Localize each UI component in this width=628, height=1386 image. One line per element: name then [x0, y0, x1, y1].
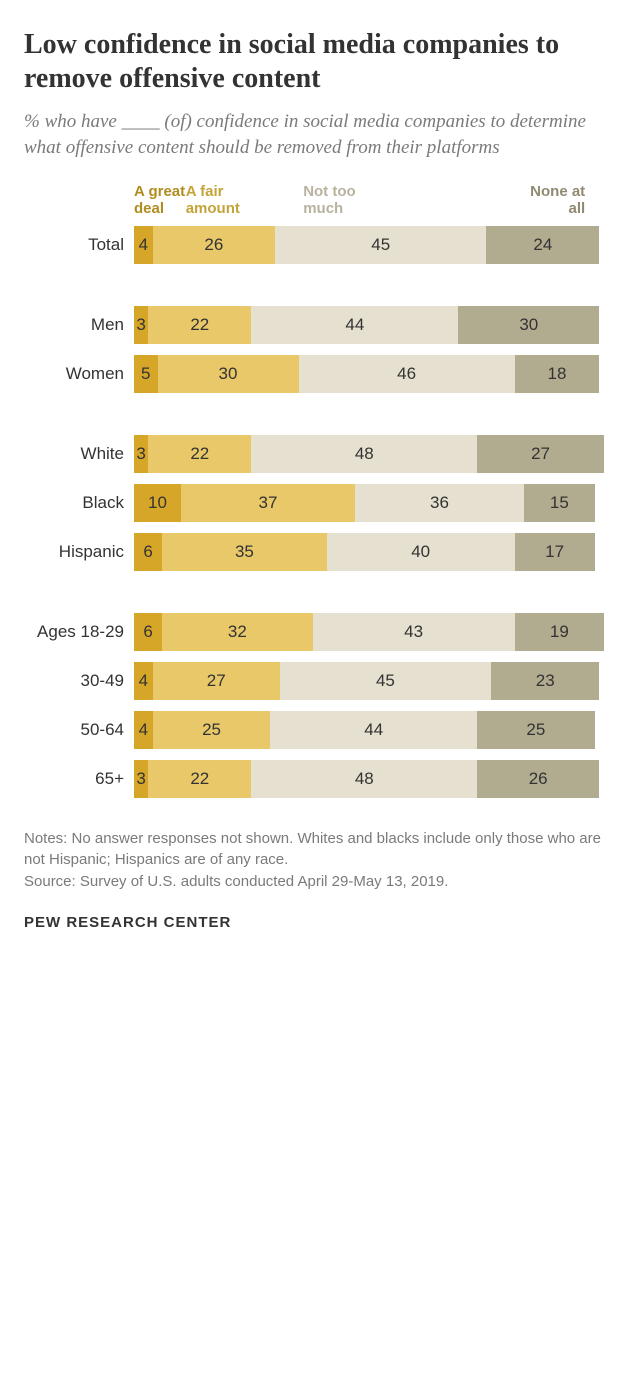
- bar-segment: 22: [148, 306, 251, 344]
- chart-notes: Notes: No answer responses not shown. Wh…: [24, 829, 604, 870]
- stacked-bar: 5304618: [134, 355, 604, 393]
- stacked-bar: 6324319: [134, 613, 604, 651]
- bar-segment: 4: [134, 662, 153, 700]
- row-label: Black: [24, 493, 134, 513]
- chart-row: 30-494274523: [24, 659, 604, 703]
- bar-segment: 30: [158, 355, 299, 393]
- stacked-bar: 3224826: [134, 760, 604, 798]
- row-label: 65+: [24, 769, 134, 789]
- legend-item: Not toomuch: [303, 184, 472, 217]
- bar-segment: 15: [524, 484, 595, 522]
- bar-segment: 27: [477, 435, 604, 473]
- row-label: Ages 18-29: [24, 622, 134, 642]
- row-label: Men: [24, 315, 134, 335]
- stacked-bar: 10373615: [134, 484, 604, 522]
- chart-row: White3224827: [24, 432, 604, 476]
- chart-row: Total4264524: [24, 223, 604, 267]
- bar-segment: 6: [134, 613, 162, 651]
- bar-segment: 18: [515, 355, 600, 393]
- bar-segment: 44: [251, 306, 458, 344]
- bar-segment: 43: [313, 613, 515, 651]
- bar-segment: 17: [515, 533, 595, 571]
- chart-row: 50-644254425: [24, 708, 604, 752]
- row-label: 50-64: [24, 720, 134, 740]
- bar-segment: 30: [458, 306, 599, 344]
- bar-segment: 22: [148, 435, 251, 473]
- brand-attribution: PEW RESEARCH CENTER: [24, 914, 604, 931]
- bar-segment: 36: [355, 484, 524, 522]
- legend-item: A greatdeal: [134, 184, 186, 217]
- stacked-bar: 3224430: [134, 306, 604, 344]
- chart-row: Women5304618: [24, 352, 604, 396]
- chart-row: Men3224430: [24, 303, 604, 347]
- bar-segment: 40: [327, 533, 515, 571]
- bar-segment: 4: [134, 226, 153, 264]
- chart-row: Hispanic6354017: [24, 530, 604, 574]
- bar-segment: 45: [280, 662, 492, 700]
- bar-segment: 23: [491, 662, 599, 700]
- stacked-bar: 4254425: [134, 711, 604, 749]
- bar-segment: 46: [299, 355, 515, 393]
- bar-segment: 32: [162, 613, 312, 651]
- bar-segment: 45: [275, 226, 487, 264]
- legend-item: A fairamount: [186, 184, 304, 217]
- row-label: Hispanic: [24, 542, 134, 562]
- bar-segment: 22: [148, 760, 251, 798]
- legend-item: None atall: [472, 184, 585, 217]
- bar-segment: 26: [153, 226, 275, 264]
- bar-segment: 48: [251, 760, 477, 798]
- row-label: 30-49: [24, 671, 134, 691]
- row-label: Total: [24, 235, 134, 255]
- legend: A greatdealA fairamountNot toomuchNone a…: [24, 184, 604, 217]
- chart-source: Source: Survey of U.S. adults conducted …: [24, 872, 604, 892]
- stacked-bar: 6354017: [134, 533, 604, 571]
- row-label: White: [24, 444, 134, 464]
- stacked-bar: 4274523: [134, 662, 604, 700]
- bar-segment: 26: [477, 760, 599, 798]
- chart-subtitle: % who have ____ (of) confidence in socia…: [24, 109, 604, 160]
- stacked-bar: 4264524: [134, 226, 604, 264]
- bar-segment: 3: [134, 306, 148, 344]
- bar-segment: 35: [162, 533, 327, 571]
- chart-row: 65+3224826: [24, 757, 604, 801]
- bar-segment: 19: [515, 613, 604, 651]
- bar-segment: 37: [181, 484, 355, 522]
- stacked-bar: 3224827: [134, 435, 604, 473]
- bar-segment: 4: [134, 711, 153, 749]
- bar-segment: 24: [486, 226, 599, 264]
- bar-segment: 44: [270, 711, 477, 749]
- chart-title: Low confidence in social media companies…: [24, 28, 604, 95]
- bar-segment: 3: [134, 435, 148, 473]
- bar-segment: 3: [134, 760, 148, 798]
- bar-segment: 6: [134, 533, 162, 571]
- bar-segment: 48: [251, 435, 477, 473]
- chart-row: Ages 18-296324319: [24, 610, 604, 654]
- bar-segment: 27: [153, 662, 280, 700]
- bar-segment: 25: [153, 711, 271, 749]
- row-label: Women: [24, 364, 134, 384]
- chart-area: Total4264524Men3224430Women5304618White3…: [24, 223, 604, 801]
- chart-row: Black10373615: [24, 481, 604, 525]
- bar-segment: 10: [134, 484, 181, 522]
- bar-segment: 25: [477, 711, 595, 749]
- bar-segment: 5: [134, 355, 158, 393]
